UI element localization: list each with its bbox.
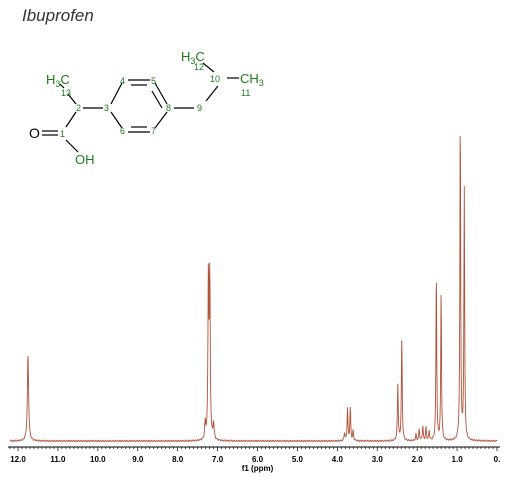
x-axis-label: f1 (ppm) — [242, 464, 274, 473]
x-tick-label: 11.0 — [50, 455, 66, 464]
atom-c12: 12 — [194, 62, 204, 72]
bond-8-7 — [154, 111, 168, 129]
bond-8-5 — [154, 82, 168, 105]
x-tick-label: 7.0 — [212, 455, 224, 464]
bond-1-oh — [65, 139, 79, 153]
atom-o-double: O — [29, 125, 40, 141]
atom-oh: OH — [75, 152, 95, 167]
chart-title: Ibuprofen — [22, 6, 94, 25]
atom-c5: 5 — [151, 76, 156, 86]
x-tick-label: 6.0 — [252, 455, 264, 464]
x-tick-label: 1.0 — [452, 455, 464, 464]
atom-h3c-left: H3C — [46, 72, 70, 89]
atom-c6: 6 — [120, 126, 125, 136]
atom-c8: 8 — [166, 103, 171, 113]
bond-12-10 — [202, 62, 215, 73]
x-tick-label: 9.0 — [132, 455, 144, 464]
atom-c10: 10 — [210, 74, 220, 84]
x-ticks: 12.0 11.0 10.0 9.0 8.0 7.0 6.0 5.0 4.0 3.0 2.0 1.0 0… — [9, 447, 501, 464]
x-tick-label: 4.0 — [332, 455, 344, 464]
atom-labels: H3C 12 10 CH3 11 H3C 13 2 3 4 5 6 7 8 9 … — [29, 49, 264, 167]
x-tick-label: 0. — [494, 455, 501, 464]
atom-c11: 11 — [241, 88, 250, 98]
bonds — [42, 62, 239, 153]
atom-c3: 3 — [104, 103, 109, 113]
bond-6-3 — [110, 111, 123, 129]
x-tick-label: 8.0 — [172, 455, 184, 464]
bond-2-1 — [65, 111, 77, 128]
spectrum-trace — [9, 135, 498, 443]
atom-c1: 1 — [60, 129, 65, 139]
x-tick-label: 12.0 — [10, 455, 26, 464]
x-tick-label: 5.0 — [292, 455, 304, 464]
x-tick-label: 3.0 — [372, 455, 384, 464]
atom-c13: 13 — [61, 88, 71, 98]
x-tick-label: 2.0 — [412, 455, 424, 464]
atom-c4: 4 — [120, 76, 125, 86]
bond-4-3 — [110, 82, 123, 105]
bond-2-13 — [67, 93, 77, 105]
atom-ch3-right: CH3 — [240, 71, 264, 88]
atom-c2: 2 — [76, 103, 81, 113]
atom-c7: 7 — [151, 126, 156, 136]
atom-h3c-top: H3C — [181, 49, 205, 66]
bond-13-h3c — [59, 83, 65, 89]
atom-c9: 9 — [197, 103, 202, 113]
bond-8-ring-inner — [151, 90, 163, 109]
bond-10-9 — [205, 85, 219, 102]
x-tick-label: 10.0 — [90, 455, 106, 464]
